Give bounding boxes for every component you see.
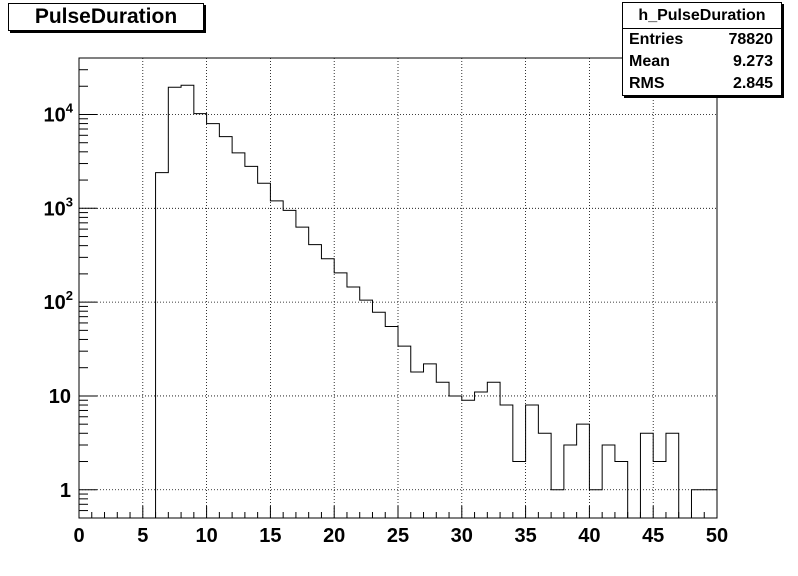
stats-histogram-name: h_PulseDuration [623, 3, 781, 29]
x-tick-label: 15 [259, 525, 281, 547]
chart-title: PulseDuration [8, 3, 204, 31]
x-tick-label: 40 [578, 525, 600, 547]
stats-row-entries: Entries 78820 [623, 29, 781, 51]
plot-frame [78, 57, 718, 519]
y-tick-label: 104 [44, 100, 74, 126]
x-tick-label: 20 [323, 525, 345, 547]
x-tick-labels: 0 5 10 15 20 25 30 35 40 45 50 [73, 525, 728, 547]
x-tick-label: 50 [706, 525, 728, 547]
stats-value: 78820 [728, 31, 774, 48]
histogram-step-line [155, 84, 718, 519]
stats-value: 2.845 [732, 75, 773, 92]
stats-row-mean: Mean 9.273 [623, 51, 781, 73]
y-tick-label: 10 [49, 386, 71, 408]
stats-value: 9.273 [732, 53, 773, 70]
stats-row-rms: RMS 2.845 [623, 73, 781, 95]
y-tick-label: 102 [44, 288, 73, 314]
x-tick-label: 30 [451, 525, 473, 547]
x-tick-label: 0 [73, 525, 84, 547]
y-tick-label: 1 [60, 480, 71, 502]
y-tick-labels: 1 10 102 103 104 [44, 100, 74, 501]
x-tick-label: 5 [137, 525, 148, 547]
chart-title-text: PulseDuration [34, 5, 178, 28]
grid-lines [79, 58, 717, 518]
x-tick-label: 25 [387, 525, 409, 547]
x-tick-label: 35 [514, 525, 536, 547]
x-tick-label: 10 [195, 525, 217, 547]
stats-label: RMS [629, 75, 665, 92]
x-tick-label: 45 [642, 525, 664, 547]
stats-label: Mean [629, 53, 670, 70]
y-tick-label: 103 [44, 194, 73, 220]
stats-box: h_PulseDuration Entries 78820 Mean 9.273… [622, 2, 782, 96]
stats-label: Entries [629, 31, 684, 48]
